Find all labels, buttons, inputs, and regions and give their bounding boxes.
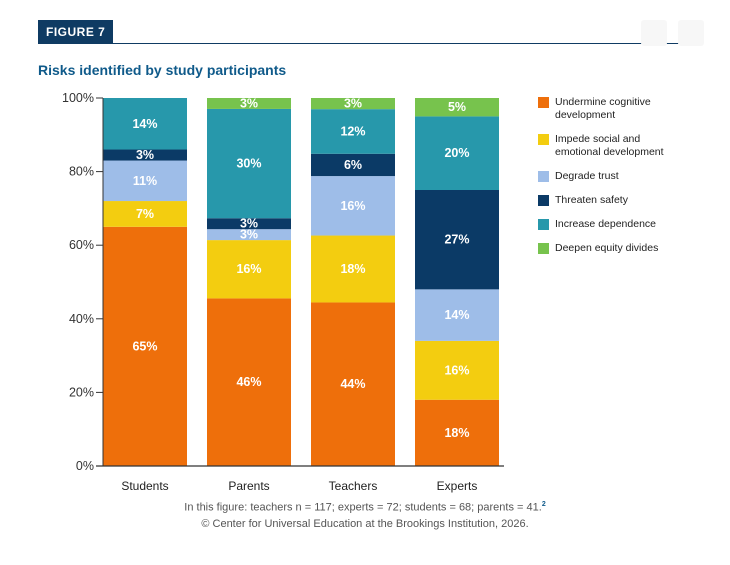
bar-segment xyxy=(311,109,395,154)
legend-label-line: Degrade trust xyxy=(555,170,619,182)
data-label: 18% xyxy=(340,262,365,276)
bar-segment xyxy=(207,98,291,109)
legend-swatch xyxy=(538,171,549,182)
legend-label-line: Threaten safety xyxy=(555,194,628,206)
data-label: 20% xyxy=(444,146,469,160)
share-icon[interactable] xyxy=(641,20,667,46)
data-label: 16% xyxy=(236,262,261,276)
data-label: 16% xyxy=(444,363,469,377)
data-label: 3% xyxy=(136,148,154,162)
legend-label-line: development xyxy=(555,109,616,121)
data-label: 30% xyxy=(236,157,261,171)
header-divider xyxy=(38,43,694,44)
data-label: 46% xyxy=(236,375,261,389)
footnote-ref[interactable]: 2 xyxy=(541,501,546,508)
copyright-credit: © Center for Universal Education at the … xyxy=(201,518,529,530)
legend-item-impede: Impede social and emotional development xyxy=(538,133,708,159)
legend-label-line: emotional development xyxy=(555,146,664,158)
data-label: 11% xyxy=(133,174,157,188)
legend-item-degrade-trust: Degrade trust xyxy=(538,170,708,183)
chart-legend: Undermine cognitive development Impede so… xyxy=(538,96,708,266)
bar-segment xyxy=(207,298,291,466)
x-tick-label: Parents xyxy=(228,479,269,493)
legend-label-line: Increase dependence xyxy=(555,218,656,230)
data-label: 14% xyxy=(444,308,469,322)
bar-segment xyxy=(103,226,187,466)
data-label: 14% xyxy=(132,117,157,131)
data-label: 18% xyxy=(444,426,469,440)
sample-size-note: In this figure: teachers n = 117; expert… xyxy=(184,501,542,514)
bar-segment xyxy=(103,201,187,227)
legend-swatch xyxy=(538,243,549,254)
data-label: 6% xyxy=(344,158,362,172)
legend-label-line: Deepen equity divides xyxy=(555,242,659,254)
legend-swatch xyxy=(538,97,549,108)
legend-swatch xyxy=(538,134,549,145)
expand-icon[interactable] xyxy=(678,20,704,46)
legend-label-line: Undermine cognitive xyxy=(555,96,651,108)
y-tick-label: 80% xyxy=(69,165,94,179)
bar-segment xyxy=(311,98,395,110)
y-tick-label: 100% xyxy=(62,91,94,105)
legend-item-undermine: Undermine cognitive development xyxy=(538,96,708,122)
chart-title: Risks identified by study participants xyxy=(38,62,287,78)
data-label: 3% xyxy=(240,96,258,110)
legend-swatch xyxy=(538,219,549,230)
data-label: 27% xyxy=(444,233,469,247)
bar-segment xyxy=(415,399,499,466)
legend-item-increase-dependence: Increase dependence xyxy=(538,218,708,231)
legend-item-threaten-safety: Threaten safety xyxy=(538,194,708,207)
figure-note: In this figure: teachers n = 117; expert… xyxy=(0,501,730,514)
data-label: 12% xyxy=(340,124,365,138)
data-label: 3% xyxy=(240,217,258,231)
figure-label: FIGURE 7 xyxy=(38,20,114,44)
y-tick-label: 0% xyxy=(76,459,94,473)
bar-segment xyxy=(103,98,187,150)
bar-segment xyxy=(207,229,291,241)
bar-segment xyxy=(415,340,499,400)
legend-swatch xyxy=(538,195,549,206)
legend-label-line: Impede social and xyxy=(555,133,641,145)
y-tick-label: 20% xyxy=(69,385,94,399)
x-tick-label: Experts xyxy=(437,479,478,493)
data-label: 16% xyxy=(340,199,365,213)
bar-segment xyxy=(311,302,395,466)
bar-segment xyxy=(103,160,187,202)
bar-segment xyxy=(207,108,291,219)
y-tick-label: 40% xyxy=(69,312,94,326)
x-tick-label: Students xyxy=(121,479,168,493)
x-tick-label: Teachers xyxy=(329,479,378,493)
data-label: 3% xyxy=(240,228,258,242)
data-label: 65% xyxy=(132,339,157,353)
bar-segment xyxy=(415,98,499,117)
bar-segment xyxy=(311,235,395,303)
data-label: 44% xyxy=(340,377,365,391)
bar-segment xyxy=(415,116,499,190)
bar-segment xyxy=(103,149,187,161)
bar-segment xyxy=(415,190,499,290)
bar-segment xyxy=(207,240,291,299)
data-label: 5% xyxy=(448,100,466,114)
bar-segment xyxy=(207,218,291,230)
y-tick-label: 60% xyxy=(69,238,94,252)
bar-segment xyxy=(311,153,395,177)
data-label: 7% xyxy=(136,207,154,221)
legend-item-equity-divides: Deepen equity divides xyxy=(538,242,708,255)
data-label: 3% xyxy=(344,97,362,111)
bar-segment xyxy=(415,289,499,341)
bar-segment xyxy=(311,176,395,236)
